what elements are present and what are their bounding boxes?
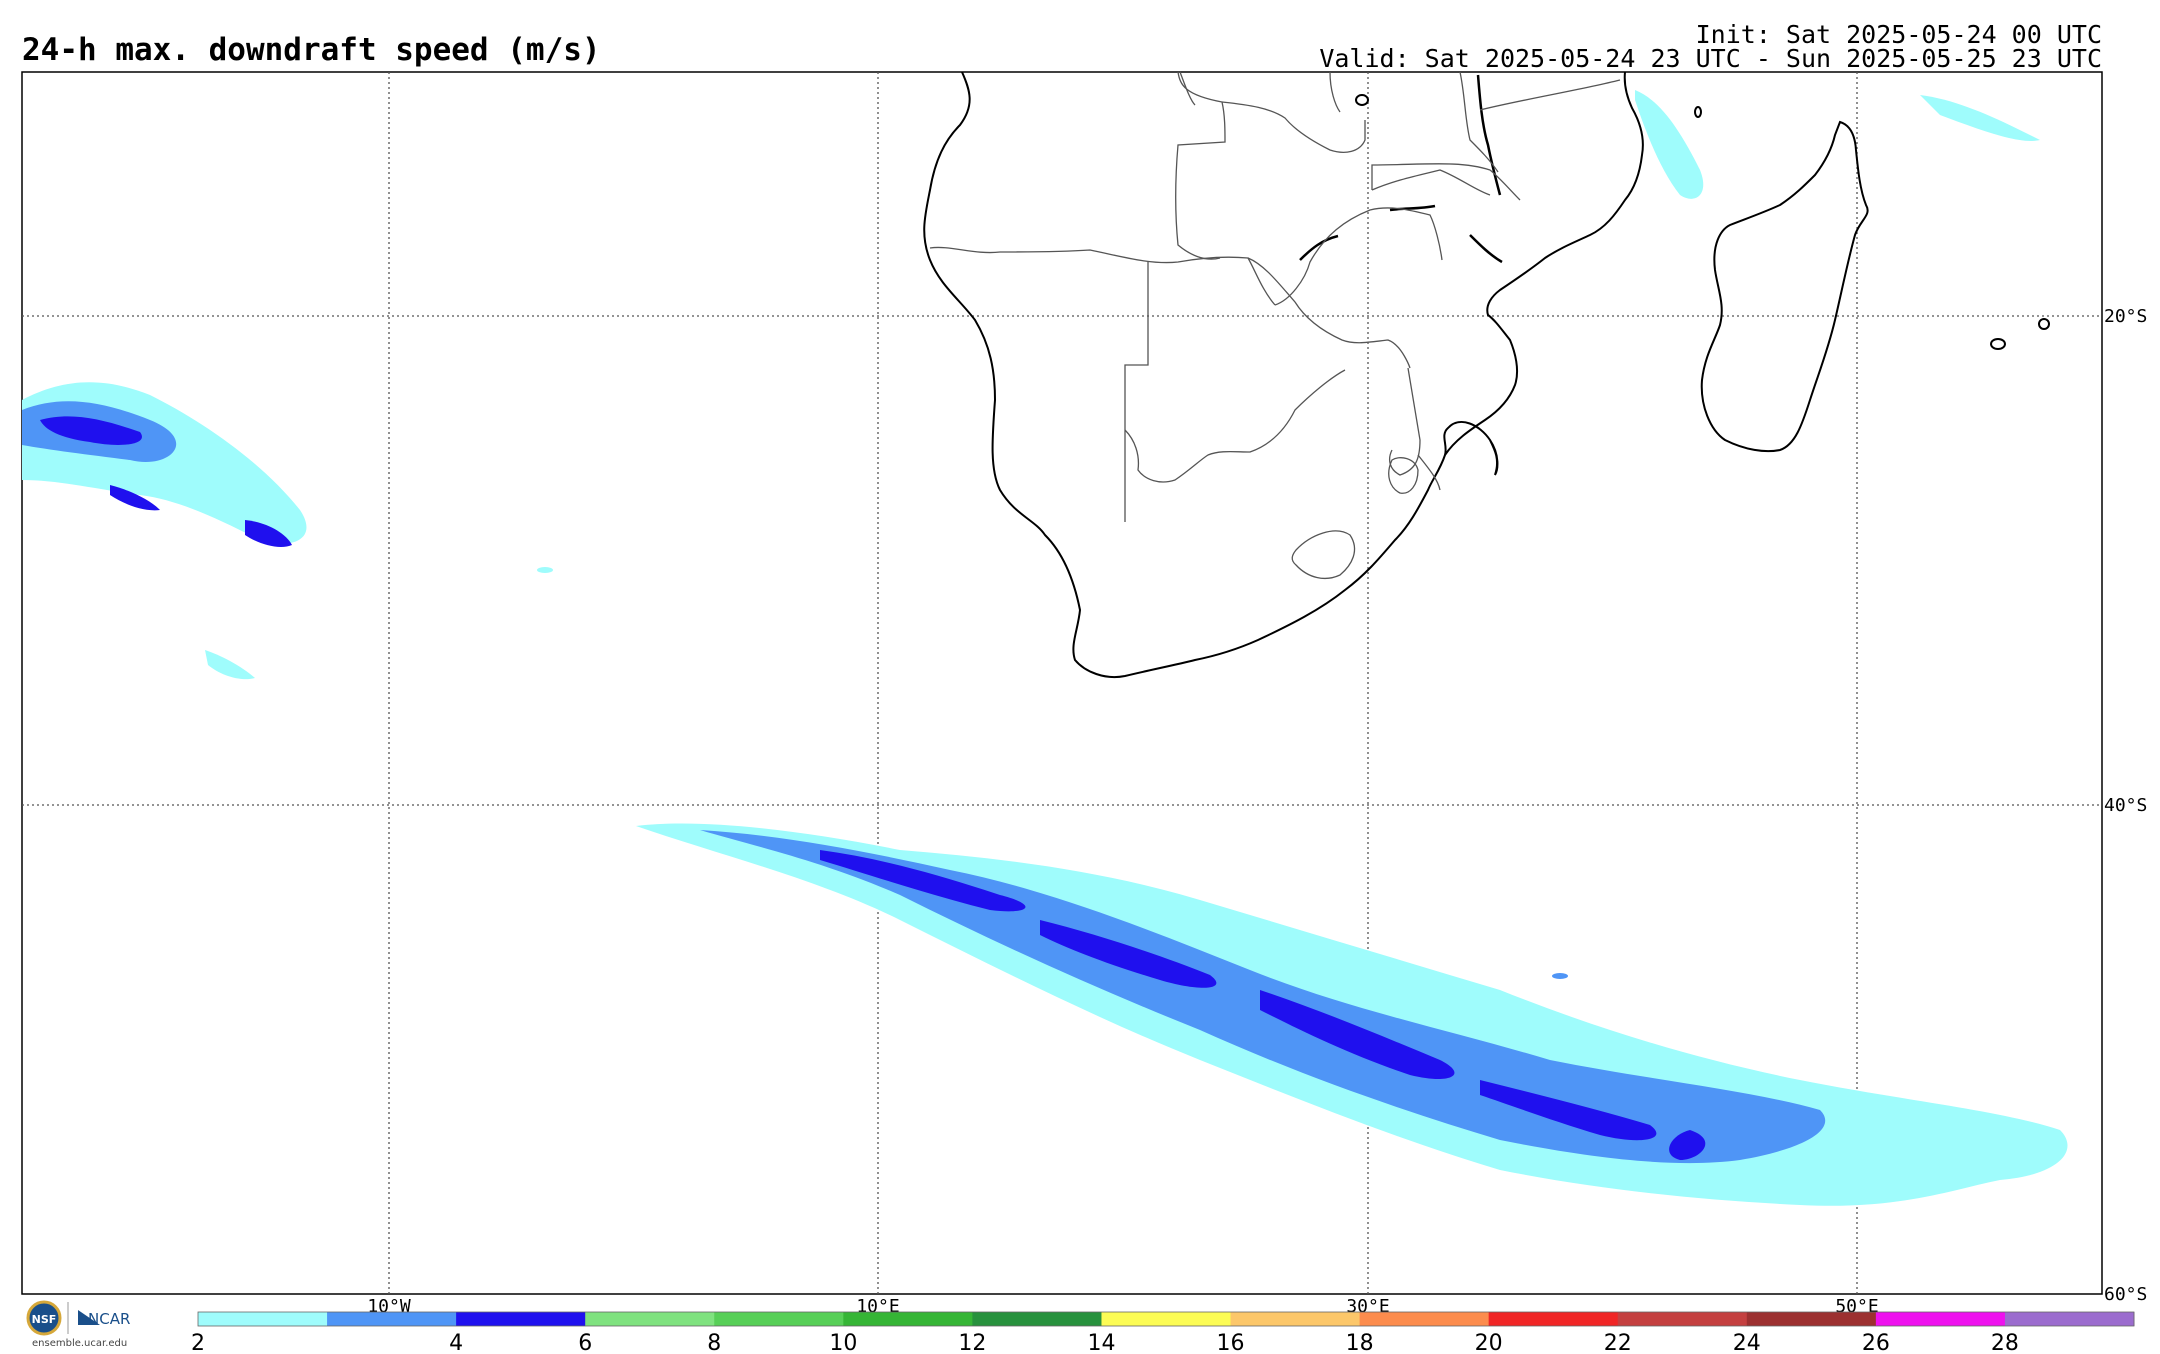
island-comoros — [1694, 106, 1702, 118]
gridlines — [22, 72, 2102, 1294]
coastlines — [923, 71, 2050, 678]
border-botswana-sa — [1124, 369, 1346, 483]
lakes — [1299, 74, 1503, 264]
colorbar-segment — [1746, 1312, 1877, 1326]
downdraft-nw-core-1 — [40, 416, 142, 445]
nsf-logo-text: NSF — [32, 1313, 57, 1326]
lake-cahora — [1469, 234, 1503, 264]
lake-kariba — [1299, 234, 1339, 261]
colorbar-segment — [1488, 1312, 1619, 1326]
lat-label-60s: 60°S — [2104, 1284, 2147, 1305]
colorbar-tick-label: 16 — [1217, 1331, 1245, 1354]
colorbar-tick-label: 18 — [1346, 1331, 1374, 1354]
colorbar-segment — [327, 1312, 457, 1326]
colorbar-tick-label: 12 — [958, 1331, 986, 1354]
colorbar-tick-label: 4 — [449, 1331, 463, 1354]
border-north-4 — [1479, 79, 1621, 111]
country-borders — [929, 71, 1621, 579]
colorbar-border — [197, 1311, 2135, 1327]
border-north-1 — [1179, 71, 1196, 106]
border-north-2 — [1329, 71, 1341, 113]
africa-coastline — [923, 71, 1499, 678]
downdraft-core-5 — [1669, 1130, 1706, 1160]
eswatini — [1388, 457, 1419, 494]
lake-bangweulu — [1389, 204, 1436, 212]
colorbar-segment — [2004, 1312, 2135, 1326]
border-tanzania — [1371, 163, 1521, 201]
init-time: Init: Sat 2025-05-24 00 UTC — [1695, 20, 2102, 49]
border-drc-zambia — [1221, 101, 1366, 153]
border-zambia-malawi — [1371, 169, 1491, 196]
colorbar-tick-label: 2 — [191, 1331, 205, 1354]
border-namibia-botswana — [1124, 262, 1149, 522]
downdraft-core-3 — [1260, 990, 1455, 1080]
lat-label-40s: 40°S — [2104, 795, 2147, 816]
downdraft-nw-tail — [205, 650, 255, 680]
lat-label-20s: 20°S — [2104, 306, 2147, 327]
border-botswana-zimbabwe — [1247, 257, 1411, 369]
downdraft-ne-speck — [1920, 95, 2040, 141]
downdraft-nw-core-2 — [245, 520, 292, 547]
colorbar-tick-label: 14 — [1087, 1331, 1115, 1354]
colorbar-tick-label: 28 — [1991, 1331, 2019, 1354]
colorbar-segment — [1617, 1312, 1748, 1326]
downdraft-nw-core-3 — [110, 485, 160, 511]
downdraft-ne-light — [1635, 90, 1704, 199]
colorbar-tick-label: 22 — [1604, 1331, 1632, 1354]
colorbar-tick-label: 26 — [1862, 1331, 1890, 1354]
valid-time: Valid: Sat 2025-05-24 23 UTC - Sun 2025-… — [1319, 44, 2102, 73]
ensemble-url: ensemble.ucar.edu — [32, 1338, 127, 1349]
colorbar-segment — [585, 1312, 715, 1326]
downdraft-core-2 — [1040, 920, 1217, 988]
lake-malawi — [1476, 74, 1502, 196]
colorbar-segment — [1875, 1312, 2006, 1326]
colorbar-tick-label: 10 — [829, 1331, 857, 1354]
colorbar-segment — [714, 1312, 844, 1326]
nsf-logo: NSF — [26, 1300, 62, 1336]
colorbar-segment — [1230, 1312, 1361, 1326]
colorbar-tick-label: 8 — [707, 1331, 721, 1354]
colorbar-segment — [843, 1312, 973, 1326]
downdraft-core-1 — [820, 850, 1026, 912]
colorbar-tick-label: 24 — [1733, 1331, 1761, 1354]
island-lake-north — [1355, 94, 1369, 106]
downdraft-speck-2 — [537, 567, 553, 573]
downdraft-field — [22, 90, 2068, 1206]
madagascar — [1700, 120, 1869, 453]
downdraft-core-4 — [1480, 1080, 1657, 1141]
island-mauritius — [2038, 318, 2050, 330]
downdraft-speck-1 — [1552, 973, 1568, 979]
colorbar-segment — [1101, 1312, 1232, 1326]
ncar-logo-text: NCAR — [88, 1310, 130, 1328]
border-north-3 — [1459, 71, 1499, 173]
colorbar-tick-label: 6 — [578, 1331, 592, 1354]
island-reunion — [1990, 338, 2006, 350]
map-title: 24-h max. downdraft speed (m/s) — [22, 32, 601, 68]
lesotho — [1291, 530, 1356, 579]
border-zambia — [1274, 207, 1443, 306]
colorbar-segment — [198, 1312, 328, 1326]
east-africa-coastline — [1444, 71, 1644, 456]
colorbar-segment — [456, 1312, 586, 1326]
border-sa-mozambique — [1417, 454, 1441, 491]
ncar-logo: NCAR — [78, 1310, 130, 1328]
colorbar-segment — [1359, 1312, 1490, 1326]
colorbar: 2 4 6 8 10 12 14 16 18 20 22 24 26 28 — [191, 1311, 2135, 1354]
colorbar-segment — [972, 1312, 1102, 1326]
colorbar-tick-label: 20 — [1475, 1331, 1503, 1354]
border-angola-dr-congo — [1175, 71, 1226, 260]
